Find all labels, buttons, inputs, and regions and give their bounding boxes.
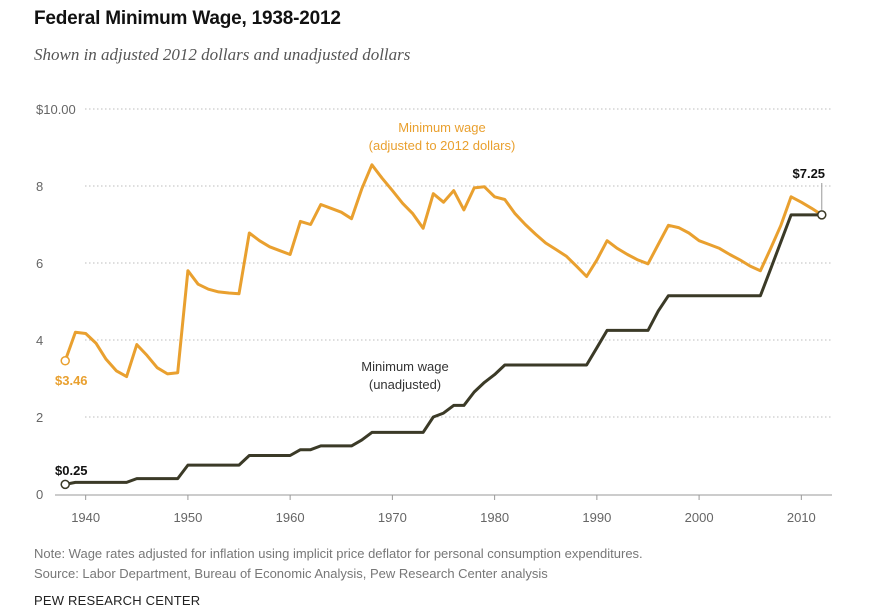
data-label-end: $7.25 — [793, 166, 826, 181]
series-label-unadjusted-line1: Minimum wage — [361, 359, 448, 374]
series-label-adjusted-line2: (adjusted to 2012 dollars) — [369, 138, 516, 153]
gridlines — [85, 108, 832, 418]
x-tick-label: 2000 — [685, 510, 714, 525]
chart-source: Source: Labor Department, Bureau of Econ… — [34, 566, 548, 581]
series-lines — [60, 163, 827, 490]
y-tick-label: 2 — [36, 410, 43, 425]
x-tick-label: 1950 — [173, 510, 202, 525]
data-label-adjusted-start: $3.46 — [55, 373, 88, 388]
x-tick-label: 2010 — [787, 510, 816, 525]
series-line-unadjusted — [63, 213, 824, 486]
y-tick-label: 6 — [36, 256, 43, 271]
chart-note: Note: Wage rates adjusted for inflation … — [34, 546, 643, 561]
chart-subtitle: Shown in adjusted 2012 dollars and unadj… — [34, 45, 411, 64]
x-tick-label: 1960 — [276, 510, 305, 525]
brand-footer: PEW RESEARCH CENTER — [34, 593, 201, 608]
chart-canvas: 0 2 4 6 8 $10.00 1940 1950 1960 1970 1980 1990 2000 2… — [36, 102, 832, 525]
y-tick-label: 4 — [36, 333, 43, 348]
x-tick-label: 1980 — [480, 510, 509, 525]
series-line-adjusted — [63, 163, 824, 379]
y-tick-label: 8 — [36, 179, 43, 194]
x-tick-label: 1940 — [71, 510, 100, 525]
series-label-unadjusted-line2: (unadjusted) — [369, 377, 441, 392]
x-tick-label: 1990 — [582, 510, 611, 525]
marker-unadjusted-start — [60, 479, 70, 490]
y-tick-label: $10.00 — [36, 102, 76, 117]
series-label-adjusted-line1: Minimum wage — [398, 120, 485, 135]
x-tick-label: 1970 — [378, 510, 407, 525]
y-tick-label: 0 — [36, 487, 43, 502]
marker-adjusted-start — [60, 356, 70, 366]
chart-title: Federal Minimum Wage, 1938-2012 — [34, 8, 341, 29]
annotations: $3.46 $0.25 $7.25 Minimum wage (adjusted to … — [55, 120, 825, 478]
marker-end — [817, 210, 827, 220]
data-label-unadjusted-start: $0.25 — [55, 463, 88, 478]
axes: 0 2 4 6 8 $10.00 1940 1950 1960 1970 1980 1990 2000 2… — [36, 102, 832, 525]
